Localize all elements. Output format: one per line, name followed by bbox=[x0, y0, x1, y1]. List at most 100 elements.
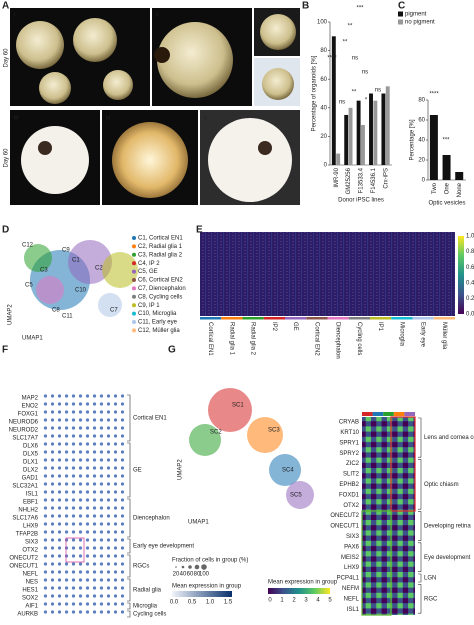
colorbar bbox=[458, 236, 464, 314]
legend-label: C5, GE bbox=[138, 269, 158, 275]
bracket bbox=[418, 459, 422, 510]
image-label: ii bbox=[156, 13, 159, 19]
gene-label: OTX2 bbox=[343, 503, 359, 509]
size-key bbox=[194, 564, 200, 570]
gene-label: SLC32A1 bbox=[12, 484, 38, 490]
column-label: IP1 bbox=[377, 322, 383, 332]
significance: **** bbox=[327, 56, 337, 62]
gene-label: ONECUT1 bbox=[9, 564, 38, 570]
gene-label: NEFM bbox=[342, 586, 359, 592]
heatmap bbox=[362, 417, 415, 615]
x-axis-label: UMAP1 bbox=[22, 336, 43, 342]
legend-swatch bbox=[398, 11, 403, 17]
column-color bbox=[306, 317, 328, 320]
column-color bbox=[327, 317, 349, 320]
cluster-area bbox=[247, 417, 283, 453]
legend-label: C6, Cortical EN2 bbox=[138, 278, 183, 284]
legend-swatch bbox=[132, 278, 136, 282]
size-key bbox=[201, 564, 207, 570]
bracket bbox=[127, 602, 131, 610]
legend-label: no pigment bbox=[405, 20, 435, 26]
photos bbox=[10, 8, 300, 205]
gene-label: SIX3 bbox=[346, 534, 360, 540]
group-label: RGC bbox=[424, 596, 438, 602]
legend-swatch bbox=[132, 294, 136, 299]
row-label: Day 60 bbox=[4, 48, 10, 68]
gene-label: DLX2 bbox=[23, 468, 39, 474]
gene-label: ISL1 bbox=[26, 492, 39, 498]
gene-label: ONECUT1 bbox=[330, 524, 359, 530]
y-tick-label: 80 bbox=[418, 98, 425, 104]
gene-label: SIX3 bbox=[25, 540, 39, 546]
bracket bbox=[418, 417, 422, 458]
legend-swatch bbox=[132, 320, 136, 324]
bracket bbox=[418, 511, 422, 541]
x-tick-label: GM25256 bbox=[346, 167, 352, 194]
gene-label: DLX1 bbox=[23, 460, 39, 466]
gene-label: ONECUT2 bbox=[9, 556, 38, 562]
cluster-area bbox=[68, 240, 112, 284]
image-label: i bbox=[14, 13, 15, 19]
legend-label: C4, IP 2 bbox=[138, 261, 160, 267]
x-tick-label: F14536.1 bbox=[371, 167, 377, 193]
y-tick-label: 40 bbox=[320, 105, 327, 111]
column-color bbox=[348, 317, 370, 320]
gene-label: SOX2 bbox=[22, 596, 39, 602]
panel-label: C bbox=[398, 1, 405, 12]
y-axis-label: Percentage [%] bbox=[410, 119, 416, 160]
gene-label: OTX2 bbox=[22, 548, 38, 554]
significance: * bbox=[365, 98, 368, 104]
bar bbox=[455, 172, 464, 180]
legend-swatch bbox=[398, 19, 403, 25]
column-label: Müller glia bbox=[441, 322, 447, 350]
gene-label: KRT10 bbox=[340, 430, 359, 436]
cluster-area bbox=[286, 481, 314, 509]
column-color bbox=[393, 412, 405, 416]
column-label: Cycling cells bbox=[356, 322, 362, 355]
column-label: GE bbox=[292, 322, 298, 331]
legend-label: C7, Diencephalon bbox=[138, 286, 186, 292]
cluster-area bbox=[36, 276, 64, 304]
legend-label: pigment bbox=[405, 12, 427, 18]
legend-swatch bbox=[132, 269, 136, 274]
legend-label: C12, Müller glia bbox=[138, 328, 180, 334]
bar bbox=[429, 115, 438, 180]
bar bbox=[381, 93, 386, 165]
gene-label: NEUROD6 bbox=[9, 420, 39, 426]
x-tick-label: F13533.4 bbox=[359, 167, 365, 193]
panel-label: F bbox=[2, 345, 8, 356]
bracket bbox=[418, 584, 422, 614]
size-tick: 60 bbox=[187, 572, 194, 578]
legend-swatch bbox=[132, 244, 136, 249]
gene-label: FOXD1 bbox=[339, 492, 360, 498]
group-label: Developing retina bbox=[424, 524, 471, 530]
x-tick-label: One bbox=[445, 182, 451, 194]
gene-label: AURKB bbox=[17, 612, 38, 618]
column-label: IP2 bbox=[271, 322, 277, 332]
column-label: Radial glia 2 bbox=[250, 322, 256, 356]
bar bbox=[442, 155, 451, 180]
bracket bbox=[127, 442, 131, 498]
colorbar-tick: 4 bbox=[316, 598, 320, 604]
group-label: RGCs bbox=[133, 564, 149, 570]
gene-label: NHLH2 bbox=[18, 508, 38, 514]
column-color bbox=[404, 412, 415, 416]
cluster-label: SC2 bbox=[210, 430, 222, 436]
group-label: Radial glia bbox=[133, 588, 162, 594]
image-label: iv bbox=[106, 116, 110, 122]
size-key bbox=[181, 565, 185, 569]
gene-label: SPRY1 bbox=[339, 440, 359, 446]
column-color bbox=[242, 317, 264, 320]
bar bbox=[356, 100, 361, 165]
cluster-label: C3 bbox=[40, 268, 48, 274]
colorbar-tick: 1 bbox=[280, 598, 284, 604]
group-label: LGN bbox=[424, 576, 436, 582]
cluster-area bbox=[189, 424, 221, 456]
gene-label: EBF1 bbox=[23, 500, 39, 506]
colorbar-tick: 2 bbox=[292, 598, 296, 604]
significance: ns bbox=[352, 56, 358, 62]
bar bbox=[361, 124, 365, 165]
gene-label: ZIC2 bbox=[346, 461, 360, 467]
gene-label: LHX9 bbox=[344, 565, 360, 571]
